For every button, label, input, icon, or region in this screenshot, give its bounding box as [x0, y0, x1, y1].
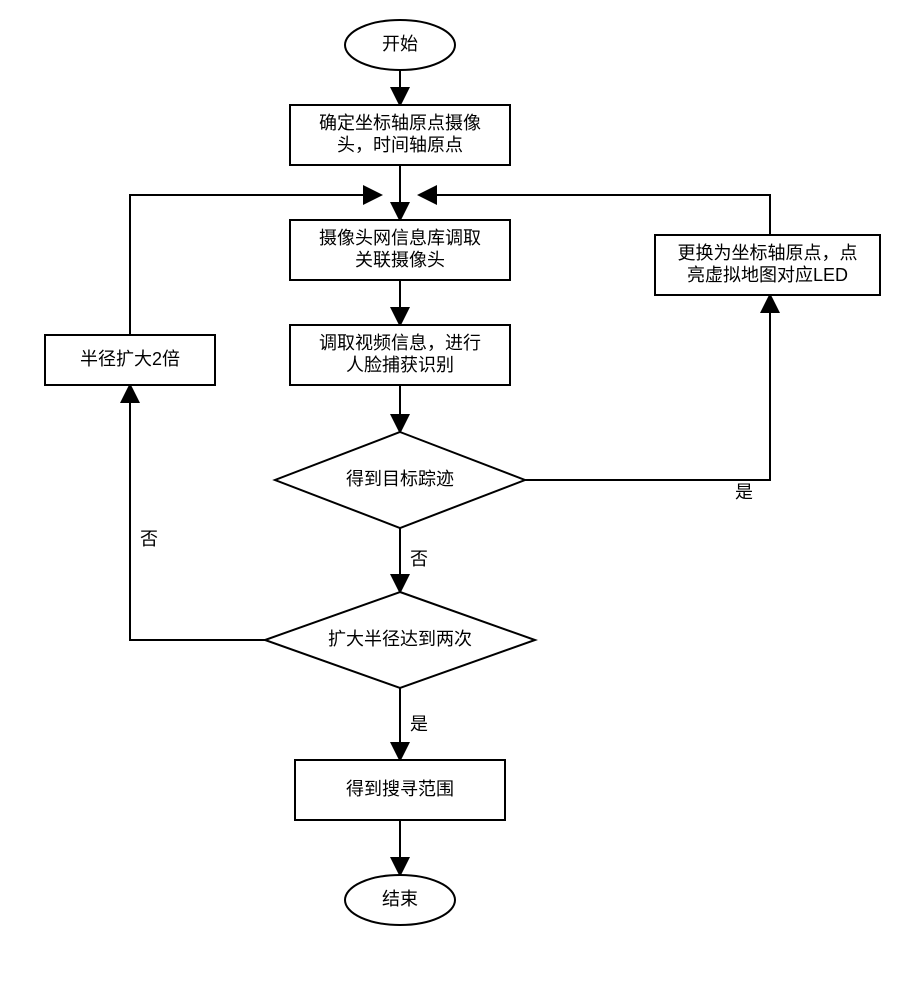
- edge-label: 否: [410, 549, 428, 569]
- node-label: 关联摄像头: [355, 250, 445, 270]
- node-label: 更换为坐标轴原点，点: [678, 243, 858, 263]
- node-label: 扩大半径达到两次: [328, 629, 472, 649]
- node-label: 得到搜寻范围: [346, 779, 454, 799]
- node-label: 半径扩大2倍: [80, 349, 180, 369]
- edge-label: 是: [410, 714, 428, 734]
- edge: [130, 385, 265, 640]
- node-label: 摄像头网信息库调取: [319, 228, 481, 248]
- flowchart-canvas: 否是是否开始确定坐标轴原点摄像头，时间轴原点摄像头网信息库调取关联摄像头调取视频…: [0, 0, 911, 1000]
- node-label: 人脸捕获识别: [346, 355, 454, 375]
- node-label: 头，时间轴原点: [337, 135, 463, 155]
- node-label: 得到目标踪迹: [346, 469, 454, 489]
- node-label: 亮虚拟地图对应LED: [687, 265, 848, 285]
- node-label: 开始: [382, 34, 418, 54]
- node-label: 结束: [382, 889, 418, 909]
- edge-label: 是: [735, 482, 753, 502]
- node-label: 确定坐标轴原点摄像: [319, 113, 481, 133]
- edge: [525, 295, 770, 480]
- node-label: 调取视频信息，进行: [319, 333, 481, 353]
- edge-label: 否: [140, 529, 158, 549]
